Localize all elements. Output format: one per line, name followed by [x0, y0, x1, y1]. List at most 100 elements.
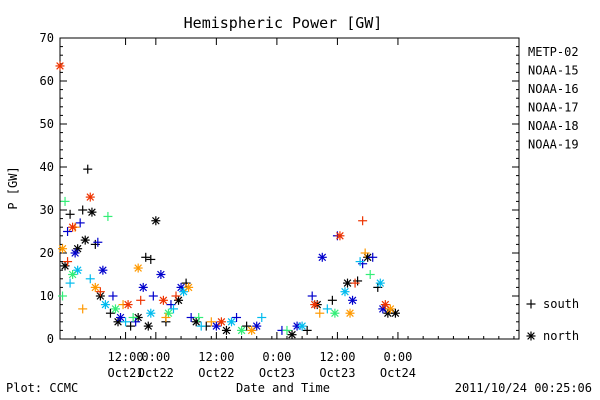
legend-entry-noaa-17: NOAA-17: [528, 101, 579, 115]
south-point-noaa-16: [196, 321, 206, 331]
marker-stroke-d2: [144, 322, 153, 330]
south-point-noaa-19: [171, 291, 181, 301]
south-point-metp-02: [242, 321, 252, 331]
marker-stroke-d2: [217, 318, 226, 326]
x-tick-label-time: 12:00: [108, 350, 144, 364]
south-point-metp-02: [83, 164, 93, 174]
south-point-noaa-15: [75, 218, 85, 228]
marker-stroke-d2: [348, 296, 357, 305]
marker-stroke-d2: [237, 326, 246, 335]
south-point-noaa-15: [368, 252, 378, 262]
south-point-noaa-18: [315, 308, 325, 318]
x-axis-label: Date and Time: [236, 381, 330, 395]
marker-stroke-d2: [174, 296, 183, 305]
marker-stroke-d2: [386, 305, 395, 313]
marker-stroke-d2: [527, 332, 535, 340]
marker-stroke-d2: [177, 283, 185, 292]
marker-stroke-d2: [81, 236, 90, 244]
marker-stroke-d2: [159, 296, 168, 305]
marker-stroke-d2: [56, 62, 64, 70]
x-tick-label-date: Oct21: [108, 366, 144, 380]
north-point-noaa-17: [68, 270, 78, 279]
y-tick-label: 10: [40, 289, 54, 303]
north-point-metp-02: [221, 325, 231, 335]
south-point-noaa-15: [358, 259, 368, 269]
south-point-noaa-15: [186, 313, 196, 322]
legend-entry-metp-02: METP-02: [528, 45, 579, 59]
legend-entry-noaa-18: NOAA-18: [528, 119, 579, 133]
y-tick-label: 60: [40, 74, 54, 88]
north-point-noaa-17: [110, 304, 120, 314]
south-point-metp-02: [353, 276, 363, 286]
x-tick-label-time: 0:00: [141, 350, 170, 364]
south-point-metp-02: [126, 321, 136, 331]
marker-stroke-d2: [346, 309, 354, 317]
marker-stroke-d2: [343, 279, 352, 287]
south-point-noaa-15: [307, 291, 317, 301]
north-point-metp-02: [80, 235, 90, 245]
south-point-noaa-19: [358, 216, 368, 226]
marker-stroke-d2: [58, 244, 67, 253]
marker-stroke-d2: [336, 232, 344, 240]
marker-stroke-d2: [68, 270, 77, 279]
marker-stroke-d2: [146, 309, 155, 317]
marker-stroke-d2: [363, 253, 372, 262]
marker-legend-label-north: north: [543, 329, 579, 343]
south-point-noaa-15: [148, 291, 158, 301]
marker-stroke-d2: [331, 309, 339, 317]
north-point-noaa-17: [237, 325, 247, 335]
south-point-noaa-16: [121, 317, 131, 327]
north-point-noaa-19: [68, 222, 78, 232]
marker-stroke-d2: [86, 193, 95, 201]
south-point-noaa-17: [128, 313, 138, 322]
north-point-noaa-15: [317, 252, 327, 262]
north-point-noaa-15: [70, 248, 80, 258]
south-point-noaa-18: [206, 317, 216, 327]
marker-stroke-d2: [298, 322, 306, 330]
north-point-noaa-17: [330, 308, 340, 318]
y-tick-label: 30: [40, 203, 54, 217]
marker-stroke-d2: [391, 309, 400, 317]
marker-stroke-d2: [134, 264, 142, 272]
marker-stroke-d2: [227, 318, 236, 326]
north-point-metp-02: [143, 321, 153, 331]
y-tick-label: 40: [40, 160, 54, 174]
marker-stroke-d2: [91, 283, 100, 292]
marker-stroke-d2: [99, 266, 107, 274]
marker-stroke-d2: [101, 300, 110, 309]
north-point-noaa-15: [348, 295, 358, 305]
north-point-noaa-16: [100, 300, 110, 310]
y-tick-label: 70: [40, 31, 54, 45]
marker-stroke-d2: [152, 216, 160, 225]
marker-stroke-d2: [116, 313, 125, 322]
south-point-noaa-16: [355, 257, 365, 267]
legend-entry-noaa-19: NOAA-19: [528, 138, 579, 152]
marker-stroke-d2: [381, 300, 390, 309]
south-point-noaa-16: [85, 274, 95, 284]
south-point-metp-02: [302, 325, 312, 335]
south-point-metp-02: [65, 209, 75, 219]
marker-legend-label-south: south: [543, 297, 579, 311]
north-point-noaa-15: [98, 265, 108, 275]
x-tick-label-time: 12:00: [319, 350, 355, 364]
x-tick-label-date: Oct23: [319, 366, 355, 380]
north-point-noaa-19: [85, 192, 95, 202]
data-points: [55, 61, 400, 340]
marker-legend-symbol-north: [526, 331, 536, 341]
marker-stroke-d2: [88, 208, 96, 216]
north-point-noaa-16: [340, 287, 350, 297]
south-point-noaa-17: [58, 291, 68, 301]
north-point-noaa-17: [163, 308, 173, 318]
marker-stroke-d2: [288, 330, 296, 339]
north-point-noaa-19: [310, 300, 320, 310]
south-point-metp-02: [327, 295, 337, 305]
south-point-noaa-15: [232, 313, 242, 322]
marker-stroke-d2: [184, 283, 193, 292]
x-tick-label-date: Oct22: [138, 366, 174, 380]
north-point-noaa-18: [58, 244, 68, 254]
south-point-metp-02: [146, 254, 156, 264]
south-point-noaa-15: [166, 300, 176, 310]
south-point-noaa-19: [350, 278, 360, 288]
north-point-noaa-15: [116, 313, 126, 322]
south-point-noaa-17: [282, 325, 292, 335]
